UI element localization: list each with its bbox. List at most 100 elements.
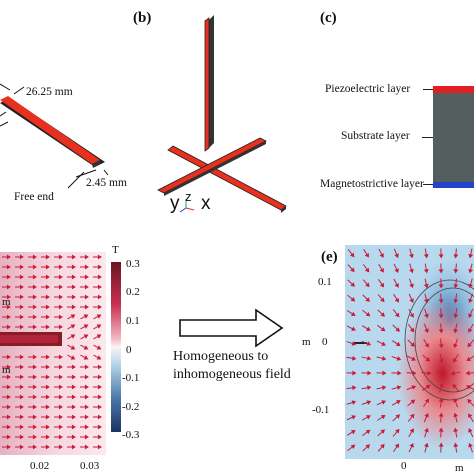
field-arrow-e-head [350, 297, 356, 302]
field-arrow-e-head [441, 371, 446, 376]
field-arrow-e-head [365, 444, 371, 449]
field-arrow-d-head [6, 264, 11, 270]
field-arrow-d-head [6, 294, 11, 300]
field-arrow-d-head [19, 314, 24, 320]
field-arrow-d-head [45, 324, 50, 330]
field-arrow-e-head [365, 297, 370, 302]
field-arrow-d-head [6, 284, 11, 290]
field-arrow-e-head [396, 385, 402, 390]
field-arrow-d-head [97, 364, 102, 370]
field-arrow-e-head [366, 355, 372, 361]
field-arrow-e-head [453, 357, 458, 363]
field-arrow-d-head [71, 384, 76, 390]
field-arrow-d-head [19, 424, 24, 430]
field-arrow-e-head [409, 413, 415, 419]
field-arrow-e-head [394, 443, 400, 449]
field-arrow-e-head [350, 282, 355, 287]
length-dimension-label: 26.25 mm [26, 86, 73, 98]
field-arrow-d-head [58, 354, 63, 360]
field-arrow-e-head [352, 385, 357, 391]
field-arrow-d-head [6, 314, 11, 320]
field-arrow-d-head [45, 354, 50, 360]
field-arrow-e-head [466, 385, 471, 390]
piezo-leader-line [423, 89, 433, 90]
field-arrow-e-head [423, 298, 429, 304]
panel-e-label: (e) [321, 249, 338, 265]
field-arrow-e-head [350, 430, 356, 435]
e-y-tick-1: 0 [322, 336, 328, 348]
field-arrow-d-head [71, 364, 76, 370]
field-arrow-e-head [466, 356, 472, 361]
field-arrow-e-head [438, 344, 444, 349]
field-arrow-d-head [84, 264, 89, 270]
field-arrow-e-head [381, 400, 387, 405]
width-dimension-label: 2.45 mm [86, 177, 127, 189]
field-arrow-e-head [438, 358, 444, 364]
field-arrow-d-head [71, 444, 76, 450]
field-arrow-e-head [468, 283, 473, 289]
field-arrow-d-head [96, 324, 102, 329]
field-arrow-d-head [97, 304, 102, 310]
colorbar-d [111, 262, 121, 432]
field-arrow-d-head [32, 314, 37, 320]
field-arrow-e-head [352, 370, 357, 376]
field-arrow-d-head [58, 284, 63, 290]
field-arrow-d-head [97, 294, 102, 300]
substrate-layer-label: Substrate layer [341, 130, 410, 142]
field-arrow-d-head [58, 264, 63, 270]
e-y-tick-0: 0.1 [318, 276, 332, 288]
field-arrow-d-head [6, 254, 11, 260]
field-plot-d [0, 252, 106, 455]
field-arrow-d-head [19, 384, 24, 390]
field-arrow-e-head [424, 313, 429, 319]
field-arrow-d-head [32, 374, 37, 380]
field-arrow-e-head [396, 356, 402, 361]
magnetostrictive-layer-block [433, 182, 474, 188]
field-arrow-e-head [364, 267, 370, 273]
field-arrow-e-head [396, 400, 401, 405]
field-arrow-d-head [32, 274, 37, 280]
field-arrow-d-head [97, 254, 102, 260]
field-arrow-d-head [45, 304, 50, 310]
field-arrow-d-head [84, 424, 89, 430]
field-arrow-e-head [379, 282, 385, 288]
field-arrow-d-head [19, 404, 24, 410]
field-arrow-d-head [84, 394, 89, 400]
field-arrow-e-head [427, 370, 432, 376]
field-arrow-e-head [423, 283, 429, 289]
field-arrow-e-head [409, 298, 414, 304]
field-arrow-d-head [6, 374, 11, 380]
field-arrow-e-head [365, 429, 371, 435]
field-arrow-d-head [6, 304, 11, 310]
field-arrow-d-head [45, 364, 50, 370]
field-arrow-d-head [45, 384, 50, 390]
field-arrow-e-head [438, 269, 444, 274]
field-arrow-e-head [438, 412, 444, 417]
field-arrow-e-head [394, 312, 400, 318]
field-arrow-e-head [380, 297, 385, 303]
colorbar-unit-label: T [112, 244, 119, 256]
field-plot-e [345, 245, 474, 459]
field-arrow-e-head [395, 341, 401, 346]
axis-y-label: y [170, 193, 180, 214]
e-x-unit-label: m [455, 462, 464, 474]
e-x-tick-0: 0 [401, 460, 407, 472]
field-arrow-e-head [349, 252, 355, 258]
colorbar-tick-5: -0.2 [122, 401, 140, 413]
field-arrow-d-head [71, 254, 76, 260]
field-arrow-d-head [32, 284, 37, 290]
field-arrow-d-head [97, 284, 102, 290]
field-arrow-e-head [450, 370, 456, 376]
field-arrow-e-head [366, 415, 371, 420]
field-arrow-d-head [19, 354, 24, 360]
field-arrow-d-head [58, 274, 63, 280]
substrate-layer-block [433, 93, 474, 182]
field-arrow-d-head [58, 364, 63, 370]
field-arrow-e-head [452, 383, 457, 389]
field-arrow-e-head [351, 400, 357, 405]
field-arrow-e-head [424, 398, 430, 404]
field-arrow-d-head [19, 264, 24, 270]
field-arrow-d-head [97, 414, 102, 420]
field-arrow-d-head [32, 404, 37, 410]
